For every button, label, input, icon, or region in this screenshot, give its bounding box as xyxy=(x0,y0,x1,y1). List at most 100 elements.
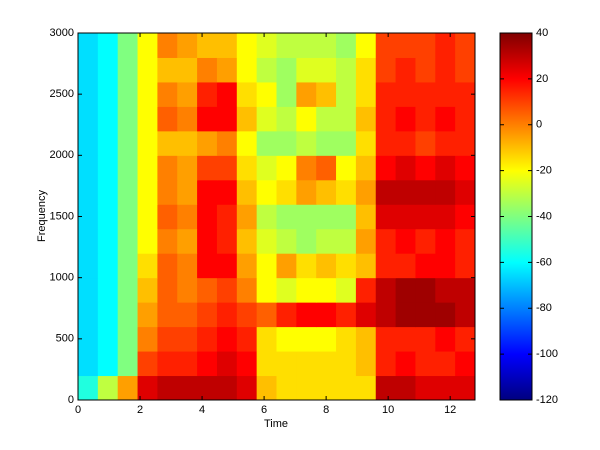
heatmap-cell xyxy=(455,204,476,230)
heatmap-cell xyxy=(296,130,317,156)
heatmap-cell xyxy=(336,375,357,401)
colorbar-tick-label: -20 xyxy=(536,165,552,177)
heatmap-cell xyxy=(296,33,317,58)
heatmap-cell xyxy=(336,302,357,328)
heatmap-cell xyxy=(97,106,119,132)
heatmap-cell xyxy=(415,326,436,352)
heatmap-cell xyxy=(375,33,397,58)
heatmap-cell xyxy=(375,106,397,132)
heatmap-cell xyxy=(256,302,277,328)
heatmap-cell xyxy=(157,33,178,58)
heatmap-cell xyxy=(455,81,476,107)
heatmap-cell xyxy=(78,155,99,181)
heatmap-cell xyxy=(137,277,158,303)
heatmap-cell xyxy=(336,179,357,205)
heatmap-cell xyxy=(117,375,139,401)
heatmap-cell xyxy=(216,326,238,352)
heatmap-cell xyxy=(435,228,456,254)
heatmap-cell xyxy=(236,277,258,303)
heatmap-cell xyxy=(276,351,297,377)
heatmap-cell xyxy=(435,179,456,205)
heatmap-cell xyxy=(97,253,119,279)
heatmap-cell xyxy=(435,81,456,107)
y-tick-label: 2500 xyxy=(50,88,74,100)
heatmap-cell xyxy=(435,130,456,156)
heatmap-cell xyxy=(97,57,119,83)
y-tick-label: 2000 xyxy=(50,149,74,161)
heatmap-cell xyxy=(256,130,277,156)
heatmap-cell xyxy=(415,375,436,401)
heatmap-cell xyxy=(375,228,397,254)
heatmap-cell xyxy=(375,155,397,181)
heatmap-cell xyxy=(216,277,238,303)
heatmap-cell xyxy=(117,130,139,156)
heatmap-cell xyxy=(455,179,476,205)
heatmap-cell xyxy=(78,57,99,83)
heatmap-cell xyxy=(276,277,297,303)
heatmap-cell xyxy=(137,302,158,328)
heatmap-cell xyxy=(256,375,277,401)
heatmap-cell xyxy=(177,33,198,58)
heatmap-cell xyxy=(355,33,377,58)
heatmap-cell xyxy=(375,326,397,352)
heatmap-cell xyxy=(236,326,258,352)
heatmap-cell xyxy=(355,351,377,377)
heatmap-cell xyxy=(355,326,377,352)
heatmap-cell xyxy=(395,130,416,156)
heatmap-cell xyxy=(197,253,218,279)
heatmap-cell xyxy=(256,155,277,181)
heatmap-cell xyxy=(157,57,178,83)
heatmap-cell xyxy=(355,228,377,254)
x-tick-label: 4 xyxy=(199,404,205,416)
heatmap-cell xyxy=(78,375,99,401)
heatmap-cell xyxy=(316,302,337,328)
heatmap-cell xyxy=(256,277,277,303)
heatmap-cell xyxy=(336,130,357,156)
colorbar-tick-label: -40 xyxy=(536,210,552,222)
heatmap-cell xyxy=(137,179,158,205)
heatmap-cell xyxy=(177,106,198,132)
heatmap-cell xyxy=(236,179,258,205)
heatmap-cell xyxy=(455,33,476,58)
heatmap-cell xyxy=(276,326,297,352)
heatmap-cell xyxy=(336,81,357,107)
heatmap-cell xyxy=(375,375,397,401)
x-tick-label: 10 xyxy=(382,404,394,416)
heatmap-cell xyxy=(97,179,119,205)
heatmap-cell xyxy=(316,326,337,352)
heatmap-cell xyxy=(197,204,218,230)
heatmap-cell xyxy=(395,57,416,83)
heatmap-cell xyxy=(296,81,317,107)
heatmap-cell xyxy=(435,57,456,83)
heatmap-cell xyxy=(435,302,456,328)
heatmap-cell xyxy=(375,130,397,156)
heatmap-cell xyxy=(395,33,416,58)
heatmap-cell xyxy=(276,57,297,83)
heatmap-cell xyxy=(355,106,377,132)
heatmap-cell xyxy=(157,253,178,279)
heatmap-cell xyxy=(336,277,357,303)
heatmap-cell xyxy=(117,326,139,352)
heatmap-cell xyxy=(197,277,218,303)
heatmap-cell xyxy=(157,351,178,377)
heatmap-cell xyxy=(415,130,436,156)
heatmap-cell xyxy=(415,81,436,107)
heatmap-cell xyxy=(97,351,119,377)
heatmap-cell xyxy=(415,253,436,279)
y-tick-label: 3000 xyxy=(50,27,74,39)
heatmap-cell xyxy=(435,277,456,303)
heatmap-cell xyxy=(276,33,297,58)
heatmap-cell xyxy=(256,106,277,132)
heatmap-cell xyxy=(355,375,377,401)
heatmap-cell xyxy=(97,228,119,254)
heatmap-cell xyxy=(236,204,258,230)
heatmap-cell xyxy=(137,204,158,230)
x-tick-label: 0 xyxy=(75,404,81,416)
heatmap-cell xyxy=(435,204,456,230)
heatmap-cell xyxy=(316,253,337,279)
heatmap-cell xyxy=(216,81,238,107)
heatmap-cell xyxy=(355,253,377,279)
heatmap-cell xyxy=(236,351,258,377)
heatmap-cell xyxy=(435,253,456,279)
